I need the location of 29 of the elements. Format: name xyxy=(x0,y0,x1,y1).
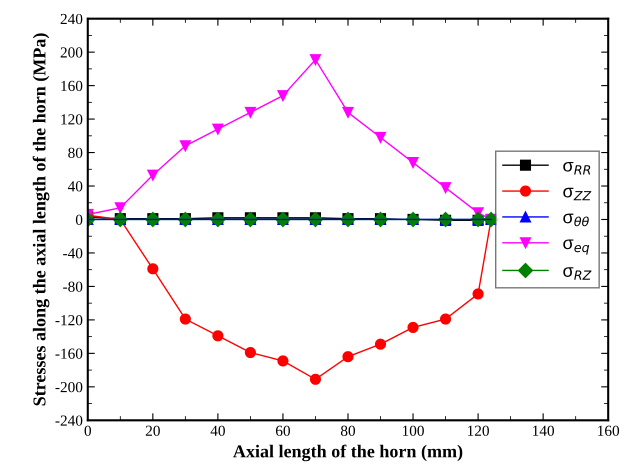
y-axis-title: Stresses along the axial length of the horn (MPa) xyxy=(32,33,50,406)
x-tick-label: 160 xyxy=(598,426,620,436)
legend-label: σ$_{RR}$ xyxy=(563,162,590,174)
legend-label: σ$_{θθ}$ xyxy=(563,214,589,226)
x-tick-label: 40 xyxy=(210,426,225,436)
legend-label: σ$_{eq}$ xyxy=(563,240,590,255)
y-tick-label: 160 xyxy=(61,80,82,92)
y-tick-label: 80 xyxy=(68,148,82,158)
y-tick-label: 200 xyxy=(60,47,82,58)
x-tick-label: 0 xyxy=(84,426,92,436)
legend-label: σ$_{ZZ}$ xyxy=(563,188,592,200)
y-tick-label: -200 xyxy=(55,382,82,392)
legend-label: σ$_{RZ}$ xyxy=(563,267,592,280)
y-tick-label: -240 xyxy=(55,415,82,426)
y-tick-label: -80 xyxy=(63,282,82,292)
y-tick-label: -160 xyxy=(55,348,82,359)
x-axis-title: Axial length of the horn (mm) xyxy=(233,444,462,462)
x-tick-label: 80 xyxy=(340,426,356,436)
y-tick-label: 40 xyxy=(68,181,82,192)
x-tick-label: 120 xyxy=(468,426,489,436)
y-tick-label: 240 xyxy=(60,14,82,24)
y-tick-label: -120 xyxy=(55,315,82,326)
x-tick-label: 60 xyxy=(276,426,290,436)
y-tick-label: 120 xyxy=(61,114,82,125)
x-tick-label: 140 xyxy=(533,426,554,436)
y-tick-label: 0 xyxy=(76,214,82,225)
x-tick-label: 100 xyxy=(402,426,424,436)
x-tick-label: 20 xyxy=(146,426,160,436)
y-tick-label: -40 xyxy=(63,248,82,258)
